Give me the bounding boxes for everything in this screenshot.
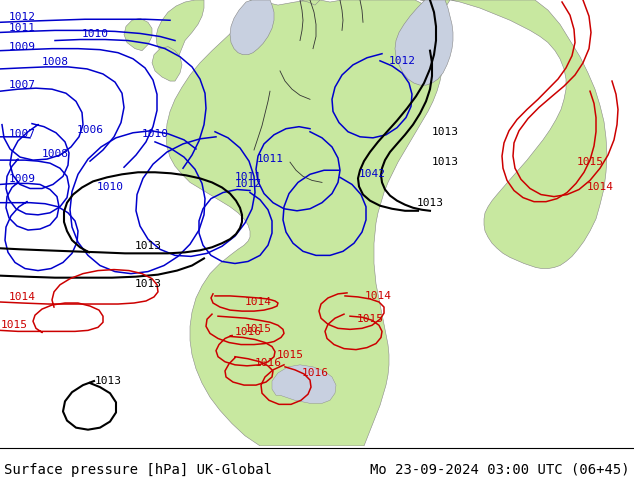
Text: 1010: 1010 bbox=[82, 29, 108, 40]
Text: 1016: 1016 bbox=[254, 358, 281, 368]
Text: 1007: 1007 bbox=[8, 80, 36, 90]
Text: 1007: 1007 bbox=[8, 129, 36, 139]
Text: 1015: 1015 bbox=[576, 157, 604, 167]
Text: Surface pressure [hPa] UK-Global: Surface pressure [hPa] UK-Global bbox=[4, 463, 272, 477]
Text: 1010: 1010 bbox=[96, 182, 124, 193]
Polygon shape bbox=[166, 0, 445, 446]
Text: 1011: 1011 bbox=[8, 24, 36, 33]
Text: 1012: 1012 bbox=[235, 179, 261, 190]
Text: 1010: 1010 bbox=[141, 129, 169, 139]
Text: Mo 23-09-2024 03:00 UTC (06+45): Mo 23-09-2024 03:00 UTC (06+45) bbox=[370, 463, 630, 477]
Text: 1013: 1013 bbox=[432, 157, 458, 167]
Text: 1011: 1011 bbox=[235, 172, 261, 182]
Text: 1009: 1009 bbox=[8, 42, 36, 51]
Polygon shape bbox=[272, 365, 336, 403]
Text: 1015: 1015 bbox=[356, 314, 384, 324]
Text: 1013: 1013 bbox=[134, 279, 162, 289]
Text: 1008: 1008 bbox=[41, 149, 68, 159]
Text: 1042: 1042 bbox=[358, 170, 385, 179]
Text: 1015: 1015 bbox=[276, 350, 304, 360]
Polygon shape bbox=[230, 0, 274, 55]
Text: 1016: 1016 bbox=[302, 368, 328, 378]
Text: 1015: 1015 bbox=[245, 324, 271, 334]
Text: 1009: 1009 bbox=[8, 174, 36, 184]
Text: 1014: 1014 bbox=[245, 297, 271, 307]
Polygon shape bbox=[450, 0, 607, 269]
Text: 1013: 1013 bbox=[417, 197, 444, 208]
Polygon shape bbox=[152, 47, 182, 81]
Text: 1008: 1008 bbox=[41, 57, 68, 67]
Text: 1014: 1014 bbox=[365, 291, 392, 301]
Text: 1012: 1012 bbox=[389, 56, 415, 66]
Text: 1015: 1015 bbox=[1, 320, 27, 330]
Polygon shape bbox=[395, 0, 453, 85]
Polygon shape bbox=[156, 0, 204, 63]
Text: 1011: 1011 bbox=[257, 154, 283, 164]
Polygon shape bbox=[300, 0, 320, 5]
Text: 1012: 1012 bbox=[8, 12, 36, 22]
Text: 1016: 1016 bbox=[235, 327, 261, 338]
Text: 1013: 1013 bbox=[134, 241, 162, 251]
Polygon shape bbox=[420, 0, 450, 8]
Text: 1013: 1013 bbox=[432, 127, 458, 137]
Text: 1014: 1014 bbox=[8, 292, 36, 302]
Text: 1006: 1006 bbox=[77, 125, 103, 135]
Polygon shape bbox=[124, 18, 152, 50]
Text: 1014: 1014 bbox=[586, 182, 614, 193]
Text: 1013: 1013 bbox=[94, 376, 122, 386]
